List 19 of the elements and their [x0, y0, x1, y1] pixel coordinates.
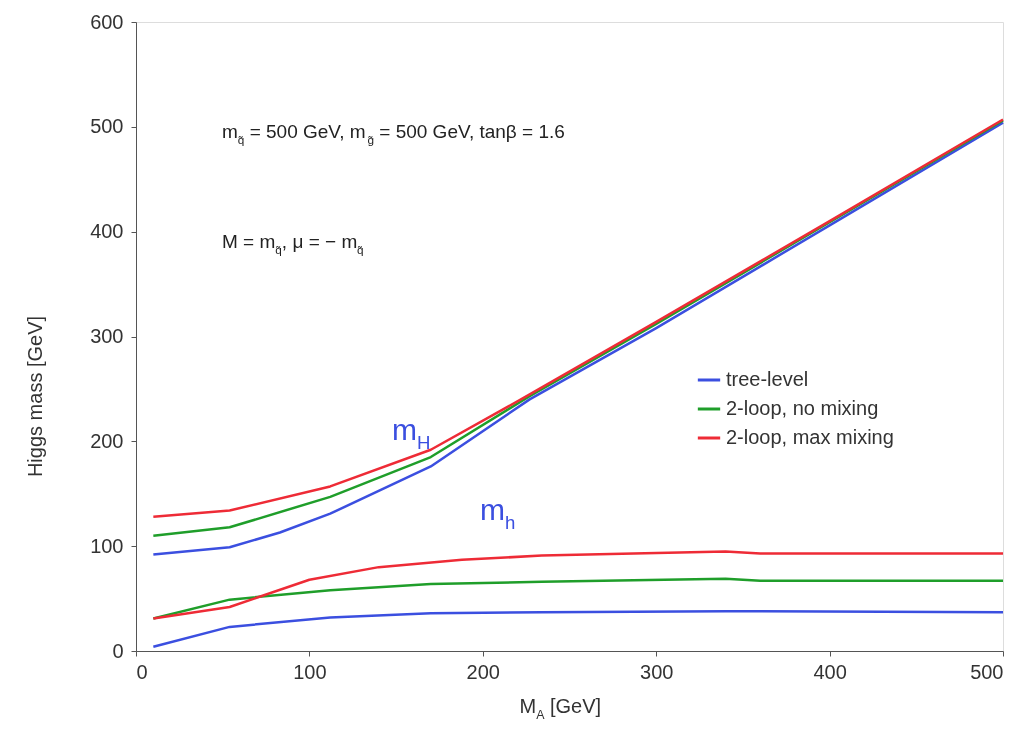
y-tick-label: 600 [90, 10, 124, 33]
y-tick-label: 400 [90, 220, 124, 243]
line-series [152, 550, 1005, 620]
x-tick-label: 500 [970, 660, 1004, 683]
y-tick-label: 0 [112, 639, 124, 662]
x-tick-label: 400 [813, 660, 847, 683]
y-tick-label: 200 [90, 429, 124, 452]
legend-label: tree-level [726, 368, 809, 390]
legend-label: 2-loop, max mixing [726, 426, 894, 448]
y-tick-label: 300 [90, 325, 124, 347]
y-axis-title: Higgs mass [GeV] [24, 315, 46, 478]
x-tick-label: 100 [293, 660, 327, 683]
x-tick-label: 200 [466, 660, 500, 683]
y-tick-label: 500 [90, 115, 124, 138]
legend-label: 2-loop, no mixing [726, 397, 879, 419]
y-tick-label: 100 [90, 534, 124, 557]
x-tick-label: 300 [640, 660, 674, 683]
line-series [152, 609, 1005, 649]
x-tick-label: 0 [136, 660, 148, 683]
